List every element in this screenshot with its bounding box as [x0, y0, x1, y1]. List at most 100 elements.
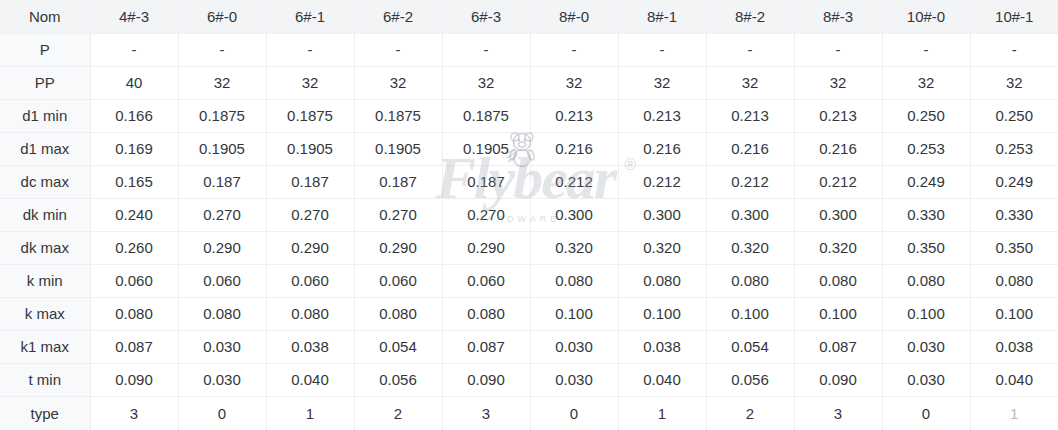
cell: 0.290: [442, 231, 530, 264]
cell: 0.080: [970, 264, 1058, 297]
cell: 0.290: [266, 231, 354, 264]
cell: 0.212: [794, 165, 882, 198]
cell: 0.1905: [354, 132, 442, 165]
cell: 0.187: [354, 165, 442, 198]
cell: 0.030: [882, 363, 970, 396]
cell: 0.249: [970, 165, 1058, 198]
cell: 32: [530, 66, 618, 99]
cell: 32: [442, 66, 530, 99]
row-label: P: [0, 33, 90, 66]
cell: 40: [90, 66, 178, 99]
cell: -: [618, 33, 706, 66]
cell: 0: [530, 396, 618, 430]
cell: 0.300: [618, 198, 706, 231]
cell: 0.320: [530, 231, 618, 264]
cell: -: [90, 33, 178, 66]
row-label: dc max: [0, 165, 90, 198]
cell: 0.1875: [442, 99, 530, 132]
cell: 32: [618, 66, 706, 99]
cell: 32: [706, 66, 794, 99]
cell: 0.038: [970, 330, 1058, 363]
cell: 0.060: [178, 264, 266, 297]
cell: 3: [794, 396, 882, 430]
cell: 0.250: [882, 99, 970, 132]
cell: 0.216: [530, 132, 618, 165]
cell: -: [970, 33, 1058, 66]
cell: 0.087: [794, 330, 882, 363]
cell: 32: [178, 66, 266, 99]
cell: 0.100: [618, 297, 706, 330]
table-row-p: P-----------: [0, 33, 1058, 66]
cell: 32: [882, 66, 970, 99]
cell: 0.216: [706, 132, 794, 165]
cell: 0.213: [706, 99, 794, 132]
row-label: t min: [0, 363, 90, 396]
row-label: dk max: [0, 231, 90, 264]
cell: 0.080: [90, 297, 178, 330]
cell: -: [266, 33, 354, 66]
table-row-pp: PP4032323232323232323232: [0, 66, 1058, 99]
cell: 0.080: [618, 264, 706, 297]
cell: 0.187: [178, 165, 266, 198]
cell: 0.030: [882, 330, 970, 363]
cell: -: [882, 33, 970, 66]
spec-table: Nom4#-36#-06#-16#-26#-38#-08#-18#-28#-31…: [0, 0, 1058, 430]
cell: 0.040: [266, 363, 354, 396]
cell: 0.250: [970, 99, 1058, 132]
cell: 0.320: [618, 231, 706, 264]
cell: -: [442, 33, 530, 66]
cell: 0.300: [530, 198, 618, 231]
column-header-nom: Nom: [0, 0, 90, 33]
cell: 0.320: [794, 231, 882, 264]
column-header-8-0: 8#-0: [530, 0, 618, 33]
cell: 0.038: [266, 330, 354, 363]
row-label: k max: [0, 297, 90, 330]
cell: 0.090: [794, 363, 882, 396]
cell: 0.330: [882, 198, 970, 231]
cell: 0.290: [178, 231, 266, 264]
cell: 0.060: [90, 264, 178, 297]
table-row-t-min: t min0.0900.0300.0400.0560.0900.0300.040…: [0, 363, 1058, 396]
cell: 0.1905: [266, 132, 354, 165]
cell: 0.350: [882, 231, 970, 264]
cell: 1: [970, 396, 1058, 430]
cell: 0.1905: [178, 132, 266, 165]
cell: 2: [706, 396, 794, 430]
row-label: d1 max: [0, 132, 90, 165]
row-label: k1 max: [0, 330, 90, 363]
column-header-8-3: 8#-3: [794, 0, 882, 33]
cell: 32: [266, 66, 354, 99]
spec-table-body: P-----------PP4032323232323232323232 d1 m…: [0, 33, 1058, 430]
cell: 0.080: [178, 297, 266, 330]
cell: 0.056: [706, 363, 794, 396]
cell: 0.1905: [442, 132, 530, 165]
cell: 0.260: [90, 231, 178, 264]
row-label: dk min: [0, 198, 90, 231]
column-header-10-1: 10#-1: [970, 0, 1058, 33]
cell: -: [794, 33, 882, 66]
cell: 0.270: [354, 198, 442, 231]
column-header-4-3: 4#-3: [90, 0, 178, 33]
column-header-6-3: 6#-3: [442, 0, 530, 33]
cell: 0.030: [178, 363, 266, 396]
cell: 0.270: [178, 198, 266, 231]
cell: -: [354, 33, 442, 66]
cell: 32: [354, 66, 442, 99]
cell: 0.213: [618, 99, 706, 132]
column-header-8-1: 8#-1: [618, 0, 706, 33]
table-row-dk-min: dk min0.2400.2700.2700.2700.2700.3000.30…: [0, 198, 1058, 231]
table-row-k-min: k min0.0600.0600.0600.0600.0600.0800.080…: [0, 264, 1058, 297]
cell: 0.169: [90, 132, 178, 165]
cell: 0.054: [706, 330, 794, 363]
cell: 0: [178, 396, 266, 430]
cell: 3: [442, 396, 530, 430]
cell: 0.080: [706, 264, 794, 297]
table-row-d1-max: d1 max0.1690.19050.19050.19050.19050.216…: [0, 132, 1058, 165]
cell: 0.100: [794, 297, 882, 330]
cell: 0.320: [706, 231, 794, 264]
cell: 0.350: [970, 231, 1058, 264]
cell: 0.290: [354, 231, 442, 264]
cell: 0.300: [794, 198, 882, 231]
cell: 0.090: [90, 363, 178, 396]
cell: 0.056: [354, 363, 442, 396]
